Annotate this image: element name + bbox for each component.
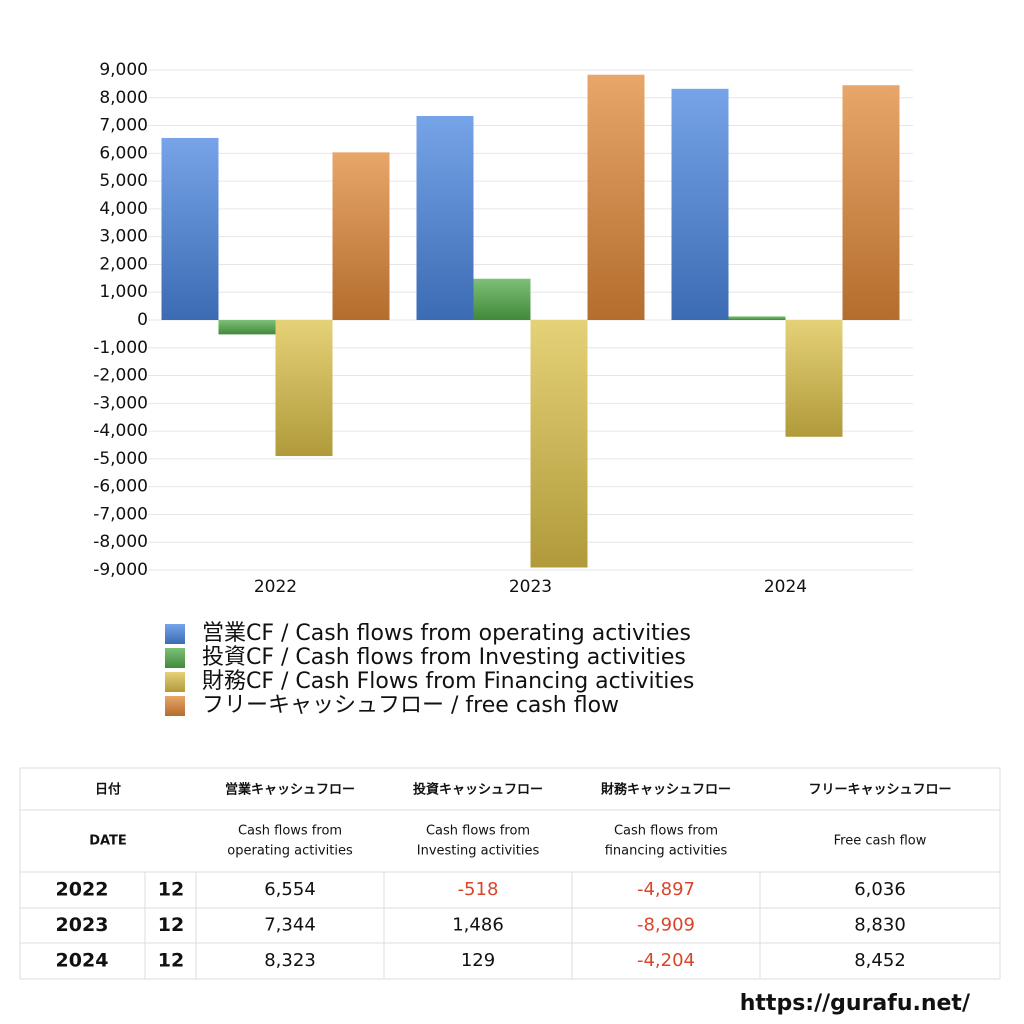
table-cell: 8,830 — [854, 915, 906, 936]
y-tick-label: -5,000 — [93, 449, 148, 469]
site-url: https://gurafu.net/ — [740, 991, 971, 1016]
bar — [218, 320, 276, 335]
x-tick-label: 2024 — [764, 577, 807, 597]
table-cell: 8,452 — [854, 950, 906, 971]
table-subheader: DATE — [89, 834, 127, 849]
bar — [671, 88, 729, 320]
y-tick-label: 3,000 — [99, 227, 148, 247]
y-tick-label: 0 — [137, 310, 148, 330]
legend-swatch — [165, 648, 185, 668]
table-cell: 2024 — [56, 950, 109, 972]
y-tick-label: 6,000 — [99, 143, 148, 163]
table-cell: 8,323 — [264, 950, 316, 971]
bar — [332, 152, 390, 320]
table-cell: 2023 — [56, 914, 109, 936]
table-cell: -8,909 — [637, 915, 695, 936]
bar — [728, 316, 786, 320]
y-tick-label: -7,000 — [93, 504, 148, 524]
legend-label: 財務CF / Cash Flows from Financing activit… — [202, 669, 694, 694]
bar — [416, 116, 474, 320]
table-subheader: financing activities — [605, 844, 728, 859]
bar — [530, 320, 588, 568]
table-header: 財務キャッシュフロー — [600, 782, 731, 798]
y-tick-label: -6,000 — [93, 477, 148, 497]
y-tick-label: -9,000 — [93, 560, 148, 580]
y-tick-label: 5,000 — [99, 171, 148, 191]
table-subheader: Cash flows from — [426, 824, 530, 839]
y-tick-label: 4,000 — [99, 199, 148, 219]
y-tick-label: -2,000 — [93, 366, 148, 386]
table-subheader: Free cash flow — [834, 834, 927, 849]
table-cell: 12 — [158, 914, 184, 936]
table-cell: 12 — [158, 879, 184, 901]
y-tick-label: -4,000 — [93, 421, 148, 441]
table-cell: -518 — [458, 879, 499, 900]
x-tick-label: 2022 — [254, 577, 297, 597]
table-cell: 129 — [461, 950, 495, 971]
legend-swatch — [165, 696, 185, 716]
y-tick-label: -3,000 — [93, 393, 148, 413]
table-cell: 6,036 — [854, 879, 906, 900]
legend-label: 投資CF / Cash flows from Investing activit… — [202, 645, 686, 670]
bar — [842, 85, 900, 320]
table-subheader: Cash flows from — [614, 824, 718, 839]
legend-swatch — [165, 672, 185, 692]
table-header: 営業キャッシュフロー — [225, 782, 355, 798]
table-cell: 6,554 — [264, 879, 316, 900]
table-cell: -4,897 — [637, 879, 695, 900]
legend-swatch — [165, 624, 185, 644]
table-subheader: operating activities — [227, 844, 353, 859]
y-tick-label: 2,000 — [99, 254, 148, 274]
bar — [161, 137, 219, 320]
table-cell: 1,486 — [452, 915, 504, 936]
bar — [473, 278, 531, 320]
table-subheader: Cash flows from — [238, 824, 342, 839]
y-tick-label: 9,000 — [99, 60, 148, 80]
bar — [587, 74, 645, 320]
y-tick-label: 7,000 — [99, 116, 148, 136]
table-subheader: Investing activities — [417, 844, 540, 859]
table-cell: 7,344 — [264, 915, 316, 936]
table-cell: 12 — [158, 950, 184, 972]
y-tick-label: 8,000 — [99, 88, 148, 108]
legend-label: 営業CF / Cash flows from operating activit… — [202, 621, 691, 646]
table-header: 日付 — [95, 782, 121, 798]
y-tick-label: -1,000 — [93, 338, 148, 358]
bar — [275, 320, 333, 457]
table-cell: -4,204 — [637, 950, 695, 971]
y-tick-label: -8,000 — [93, 532, 148, 552]
table-header: フリーキャッシュフロー — [808, 783, 951, 798]
y-tick-label: 1,000 — [99, 282, 148, 302]
bar — [785, 320, 843, 437]
legend-label: フリーキャッシュフロー / free cash flow — [202, 693, 619, 718]
table-header: 投資キャッシュフロー — [413, 782, 543, 798]
x-tick-label: 2023 — [509, 577, 552, 597]
table-cell: 2022 — [56, 879, 109, 901]
